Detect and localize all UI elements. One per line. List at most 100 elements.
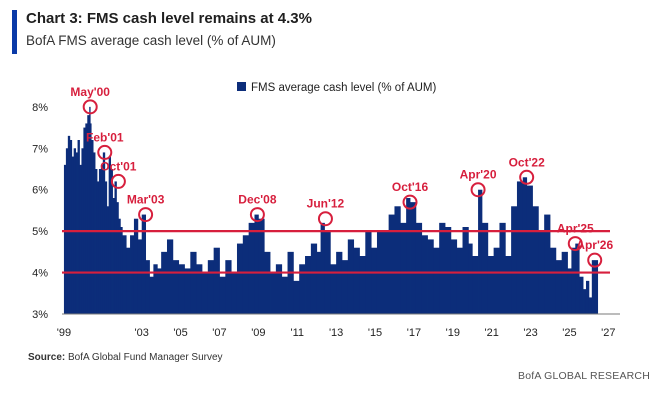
annotation-label: Apr'20 xyxy=(460,168,497,182)
data-bar xyxy=(264,251,271,314)
data-bar xyxy=(481,222,489,314)
data-bar xyxy=(93,152,96,314)
data-bar xyxy=(100,164,104,314)
data-bar xyxy=(316,251,321,314)
x-tick-label: '15 xyxy=(368,327,382,339)
data-bar xyxy=(178,264,185,314)
y-tick-label: 6% xyxy=(32,185,48,197)
annotation-label: Oct'22 xyxy=(509,155,546,169)
data-bar xyxy=(166,239,174,314)
annotation-marker xyxy=(317,211,333,227)
data-bar xyxy=(172,260,180,314)
data-bar xyxy=(184,268,191,314)
y-tick-label: 4% xyxy=(32,268,48,280)
chart-subtitle: BofA FMS average cash level (% of AUM) xyxy=(26,33,276,48)
annotation-marker xyxy=(249,207,265,223)
data-bar xyxy=(293,280,300,314)
data-bar xyxy=(207,260,215,314)
annotation-label: Oct'01 xyxy=(100,159,137,173)
data-bar xyxy=(106,206,110,314)
data-bar xyxy=(83,127,86,314)
data-bar xyxy=(588,297,593,314)
data-bar xyxy=(219,276,226,314)
data-bar xyxy=(394,206,401,314)
data-bar xyxy=(526,185,533,314)
data-bar xyxy=(63,164,67,314)
data-bar xyxy=(400,222,407,314)
data-bar xyxy=(330,264,337,314)
x-tick-label: '21 xyxy=(485,327,499,339)
data-bar xyxy=(493,247,500,314)
data-bar xyxy=(299,264,306,314)
x-tick-label: '09 xyxy=(251,327,265,339)
data-bar xyxy=(91,140,94,314)
annotation-marker xyxy=(402,194,418,210)
data-bar xyxy=(320,222,325,314)
data-bar xyxy=(591,260,596,314)
annotation-marker xyxy=(110,173,126,189)
data-bar xyxy=(145,260,150,314)
data-bar xyxy=(67,135,71,314)
data-bar xyxy=(110,169,113,314)
data-bar xyxy=(102,152,106,314)
annotation-marker xyxy=(587,252,603,268)
data-bar xyxy=(550,247,557,314)
data-bar xyxy=(310,243,318,314)
data-bar xyxy=(69,140,73,314)
data-bar xyxy=(77,140,80,314)
source-label: Source: xyxy=(28,352,66,363)
data-bar xyxy=(75,152,78,314)
data-bar xyxy=(196,264,203,314)
data-bar xyxy=(341,260,349,314)
data-bar xyxy=(225,260,232,314)
data-bar xyxy=(353,247,360,314)
title-accent-bar xyxy=(12,10,17,54)
y-tick-label: 3% xyxy=(32,309,48,321)
data-bar xyxy=(258,218,265,314)
data-bar xyxy=(555,260,563,314)
y-tick-label: 7% xyxy=(32,143,48,155)
data-bar xyxy=(511,206,518,314)
data-bar xyxy=(85,123,88,314)
data-bar xyxy=(406,198,411,314)
brand-label: BofA GLOBAL RESEARCH xyxy=(518,370,650,382)
x-tick-label: '19 xyxy=(446,327,460,339)
data-bar xyxy=(287,251,294,314)
annotation-marker xyxy=(97,144,113,160)
data-bar xyxy=(236,243,244,314)
data-bar xyxy=(359,256,366,314)
annotation-label: Apr'26 xyxy=(576,238,613,252)
data-bar xyxy=(522,177,528,314)
x-tick-label: '17 xyxy=(407,327,421,339)
legend-label: FMS average cash level (% of AUM) xyxy=(251,82,437,94)
annotation-label: Oct'16 xyxy=(392,180,429,194)
data-bar xyxy=(571,247,576,314)
data-bar xyxy=(468,243,473,314)
data-bar xyxy=(89,106,91,314)
annotation-marker xyxy=(567,236,583,252)
data-bar xyxy=(388,214,395,314)
data-bar xyxy=(149,276,154,314)
data-bar xyxy=(450,239,458,314)
x-tick-label: '11 xyxy=(290,327,304,339)
data-bar xyxy=(427,239,434,314)
data-bar xyxy=(487,256,495,314)
chart-title: Chart 3: FMS cash level remains at 4.3% xyxy=(26,10,312,27)
data-bar xyxy=(213,247,220,314)
x-tick-label: '03 xyxy=(135,327,149,339)
y-tick-label: 5% xyxy=(32,226,48,238)
annotation-label: May'00 xyxy=(70,85,110,99)
data-bar xyxy=(96,181,100,314)
data-bar xyxy=(275,264,283,314)
data-bar xyxy=(567,268,572,314)
data-bar xyxy=(126,247,131,314)
data-bar xyxy=(270,272,277,314)
data-bar xyxy=(544,214,551,314)
data-bar xyxy=(153,264,158,314)
data-bar xyxy=(415,222,423,314)
data-bar xyxy=(248,222,255,314)
data-bar xyxy=(532,206,539,314)
data-bar xyxy=(371,247,378,314)
data-bar xyxy=(130,235,135,314)
